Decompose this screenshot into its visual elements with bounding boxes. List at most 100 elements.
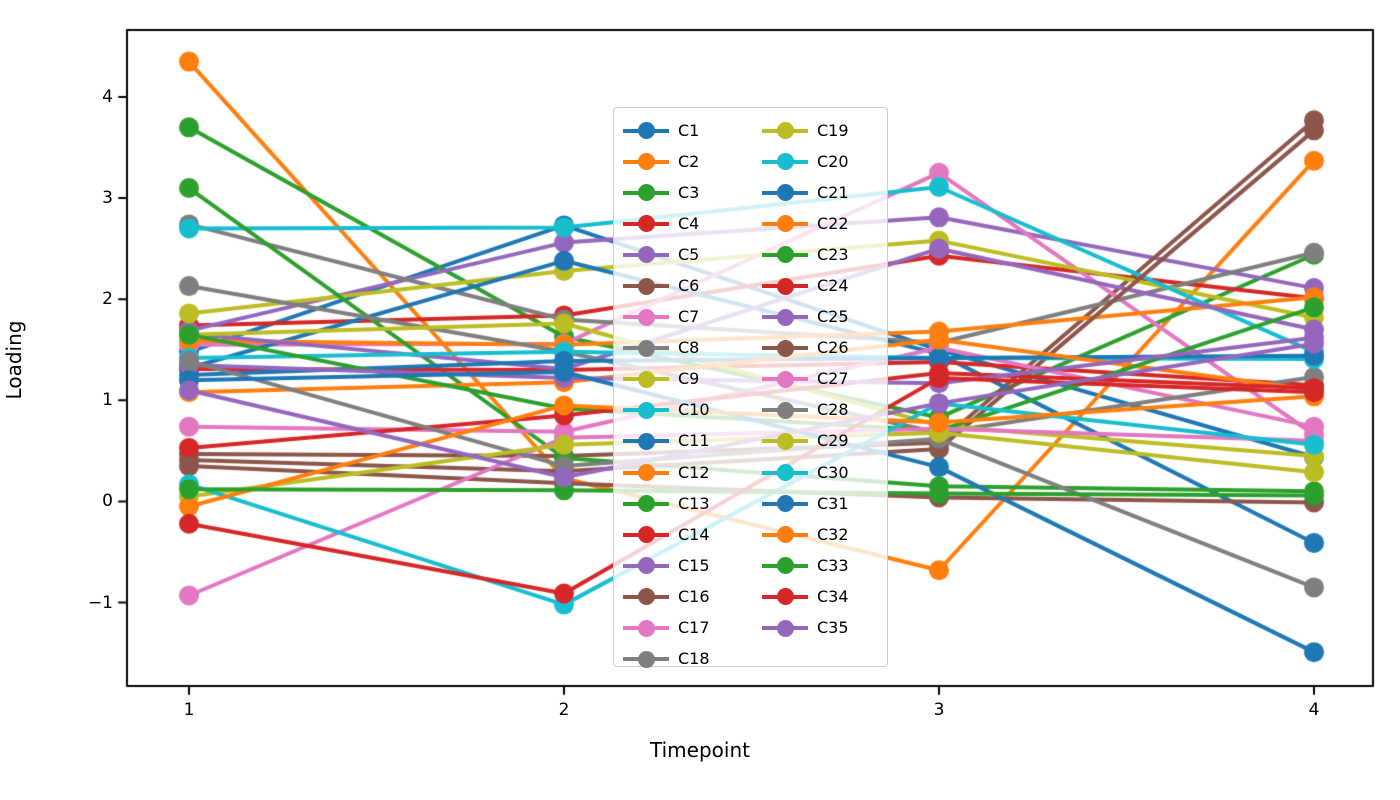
- legend-entry-c8: C8: [623, 333, 710, 364]
- legend-label: C18: [678, 649, 710, 669]
- legend-entry-c10: C10: [623, 395, 710, 426]
- legend-entry-c26: C26: [762, 333, 849, 364]
- legend-label: C13: [678, 493, 710, 513]
- legend-line-marker-icon: [762, 464, 808, 482]
- legend-line-marker-icon: [762, 184, 808, 202]
- y-tick-label: 0: [102, 491, 113, 512]
- legend-line-marker-icon: [762, 215, 808, 233]
- legend-entry-c20: C20: [762, 146, 849, 177]
- legend-line-marker-icon: [762, 495, 808, 513]
- legend-entry-c18: C18: [623, 644, 710, 675]
- legend-entry-c27: C27: [762, 364, 849, 395]
- legend-line-marker-icon: [762, 370, 808, 388]
- legend-line-marker-icon: [762, 588, 808, 606]
- legend-line-marker-icon: [762, 432, 808, 450]
- legend-entry-c31: C31: [762, 488, 849, 519]
- legend-entry-c24: C24: [762, 270, 849, 301]
- legend-line-marker-icon: [762, 308, 808, 326]
- y-axis-label: Loading: [2, 320, 26, 400]
- legend-entry-c32: C32: [762, 519, 849, 550]
- legend-entry-c29: C29: [762, 426, 849, 457]
- legend-entry-c16: C16: [623, 581, 710, 612]
- legend-entry-c3: C3: [623, 177, 710, 208]
- x-tick-label: 1: [183, 700, 195, 720]
- legend-line-marker-icon: [762, 619, 808, 637]
- legend-column-2: C19 C20 C21 C22 C23 C24 C25 C26 C27 C28 C29 C30 C31 C…: [762, 115, 849, 644]
- legend-entry-c6: C6: [623, 270, 710, 301]
- y-tick-label: −1: [87, 592, 113, 613]
- legend-line-marker-icon: [623, 526, 669, 544]
- legend-label: C17: [678, 618, 710, 638]
- legend-line-marker-icon: [762, 122, 808, 140]
- legend-line-marker-icon: [623, 401, 669, 419]
- legend-entry-c17: C17: [623, 613, 710, 644]
- legend-entry-c19: C19: [762, 115, 849, 146]
- legend-line-marker-icon: [623, 122, 669, 140]
- x-tick-label: 3: [933, 700, 945, 720]
- y-tick-label: 3: [102, 188, 113, 209]
- legend-line-marker-icon: [623, 339, 669, 357]
- legend-label: C4: [678, 213, 700, 233]
- legend-line-marker-icon: [623, 495, 669, 513]
- legend-line-marker-icon: [623, 215, 669, 233]
- x-tick-label: 4: [1308, 700, 1320, 720]
- legend-line-marker-icon: [623, 432, 669, 450]
- legend-entry-c14: C14: [623, 519, 710, 550]
- legend-label: C6: [678, 276, 700, 296]
- legend-label: C3: [678, 182, 700, 202]
- legend-label: C19: [817, 120, 849, 140]
- legend-entry-c12: C12: [623, 457, 710, 488]
- legend-line-marker-icon: [623, 184, 669, 202]
- legend-entry-c9: C9: [623, 364, 710, 395]
- legend-label: C10: [678, 400, 710, 420]
- legend-entry-c21: C21: [762, 177, 849, 208]
- legend-label: C32: [817, 524, 849, 544]
- legend-label: C5: [678, 244, 700, 264]
- legend-line-marker-icon: [623, 246, 669, 264]
- legend-label: C1: [678, 120, 700, 140]
- legend-label: C28: [817, 400, 849, 420]
- legend-label: C24: [817, 276, 849, 296]
- x-axis-label: Timepoint: [650, 738, 750, 762]
- legend-label: C26: [817, 338, 849, 358]
- legend-label: C31: [817, 493, 849, 513]
- legend-label: C29: [817, 431, 849, 451]
- legend-entry-c30: C30: [762, 457, 849, 488]
- legend-entry-c15: C15: [623, 550, 710, 581]
- legend-line-marker-icon: [623, 464, 669, 482]
- legend-label: C2: [678, 151, 700, 171]
- legend-line-marker-icon: [623, 153, 669, 171]
- legend-label: C11: [678, 431, 710, 451]
- legend-entry-c35: C35: [762, 613, 849, 644]
- legend-line-marker-icon: [762, 153, 808, 171]
- legend-label: C16: [678, 586, 710, 606]
- legend-label: C21: [817, 182, 849, 202]
- legend-line-marker-icon: [762, 339, 808, 357]
- legend-line-marker-icon: [623, 619, 669, 637]
- legend-label: C22: [817, 213, 849, 233]
- x-tick-label: 2: [558, 700, 570, 720]
- legend-line-marker-icon: [623, 588, 669, 606]
- legend-line-marker-icon: [623, 650, 669, 668]
- legend-line-marker-icon: [762, 557, 808, 575]
- legend-label: C25: [817, 307, 849, 327]
- legend-entry-c4: C4: [623, 208, 710, 239]
- legend-entry-c13: C13: [623, 488, 710, 519]
- legend-label: C14: [678, 524, 710, 544]
- legend-entry-c5: C5: [623, 239, 710, 270]
- legend-label: C7: [678, 307, 700, 327]
- legend-label: C9: [678, 369, 700, 389]
- legend-label: C30: [817, 462, 849, 482]
- legend-entry-c33: C33: [762, 550, 849, 581]
- legend-line-marker-icon: [623, 557, 669, 575]
- y-tick-label: 2: [102, 289, 113, 310]
- legend-line-marker-icon: [623, 308, 669, 326]
- legend-line-marker-icon: [762, 246, 808, 264]
- legend-entry-c25: C25: [762, 302, 849, 333]
- legend-label: C23: [817, 244, 849, 264]
- legend-line-marker-icon: [762, 401, 808, 419]
- legend-label: C34: [817, 586, 849, 606]
- legend-entry-c11: C11: [623, 426, 710, 457]
- legend-label: C12: [678, 462, 710, 482]
